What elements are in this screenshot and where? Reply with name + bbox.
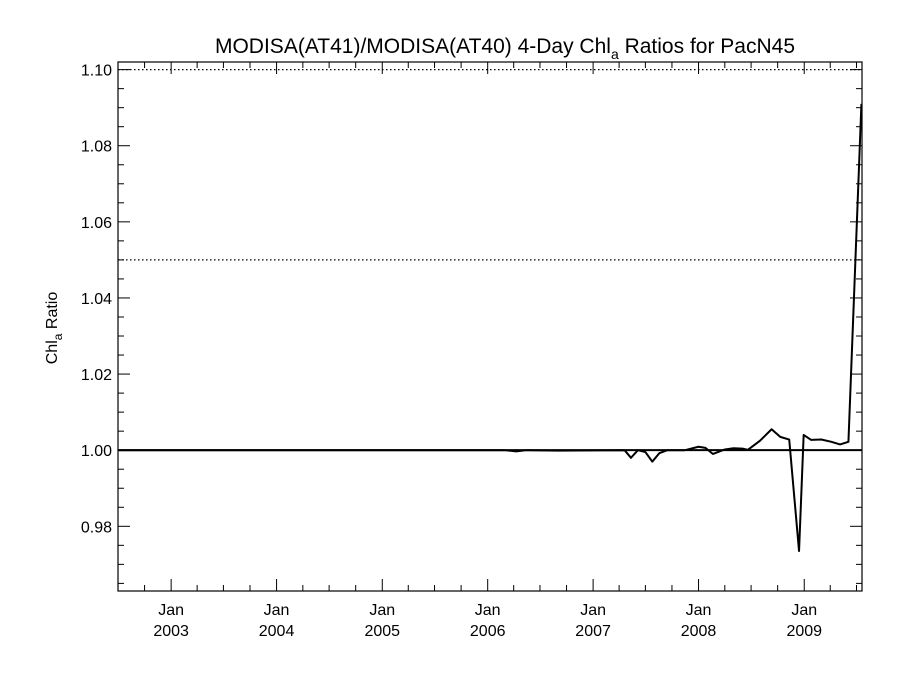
plot-frame [117, 61, 863, 592]
y-tick-label: 1.08 [81, 139, 112, 156]
y-tick-label: 1.10 [81, 63, 112, 80]
x-tick-label-year: 2008 [681, 623, 717, 640]
y-tick-label: 1.04 [81, 291, 112, 308]
chart-title: MODISA(AT41)/MODISA(AT40) 4-Day Chla Rat… [215, 35, 795, 62]
x-tick-label-month: Jan [580, 602, 606, 619]
y-tick-label: 1.02 [81, 367, 112, 384]
x-tick-label-month: Jan [158, 602, 184, 619]
y-axis-label: Chla Ratio [44, 292, 65, 365]
x-tick-label-month: Jan [264, 602, 290, 619]
x-tick-label-year: 2003 [153, 623, 189, 640]
x-tick-label-year: 2009 [786, 623, 822, 640]
x-tick-label-month: Jan [791, 602, 817, 619]
x-tick-label-year: 2006 [470, 623, 506, 640]
plot-area: 0.98 1.00 1.02 1.04 1.06 1.08 1.10 Jan 2003 Jan 20… [81, 61, 863, 640]
series-line [118, 103, 863, 553]
y-axis-label-main: Chl [44, 340, 61, 364]
chart-title-subscript: a [611, 46, 619, 62]
x-tick-label-year: 2005 [364, 623, 400, 640]
chart-title-suffix: Ratios for PacN45 [619, 35, 795, 58]
x-tick-label-month: Jan [369, 602, 395, 619]
x-tick-label-month: Jan [475, 602, 501, 619]
x-tick-label-year: 2007 [575, 623, 611, 640]
y-tick-label: 0.98 [81, 519, 112, 536]
y-tick-label: 1.06 [81, 215, 112, 232]
y-axis-label-subscript: a [51, 333, 65, 340]
y-tick-label: 1.00 [81, 443, 112, 460]
x-tick-label-month: Jan [686, 602, 712, 619]
y-axis-label-suffix: Ratio [44, 292, 61, 334]
x-tick-label-year: 2004 [259, 623, 295, 640]
chart-title-main: MODISA(AT41)/MODISA(AT40) 4-Day Chl [215, 35, 611, 58]
